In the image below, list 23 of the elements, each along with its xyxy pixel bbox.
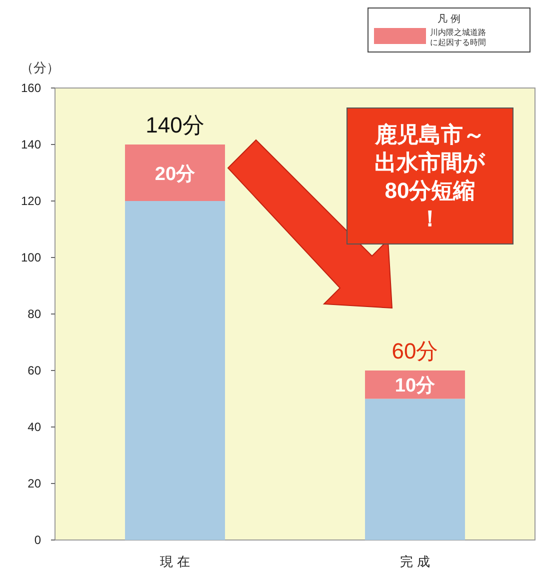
bar xyxy=(365,398,465,540)
y-tick-label: 120 xyxy=(20,194,42,208)
y-tick-label: 80 xyxy=(28,307,42,321)
y-tick-label: 0 xyxy=(34,533,42,547)
y-tick-label: 20 xyxy=(28,476,42,490)
y-tick-label: 140 xyxy=(20,138,42,152)
y-tick-label: 60 xyxy=(28,364,42,378)
y-axis-title: （分） xyxy=(20,60,60,75)
bar xyxy=(125,201,225,540)
x-tick-label: 完 成 xyxy=(400,554,430,569)
total-label: 140分 xyxy=(146,112,204,138)
total-label: 60分 xyxy=(392,338,438,364)
legend-title: 凡 例 xyxy=(438,14,460,25)
data-label: 10分 xyxy=(394,376,436,397)
data-label: 20分 xyxy=(154,164,196,185)
y-tick-label: 40 xyxy=(28,420,42,434)
y-tick-label: 100 xyxy=(20,250,42,264)
y-tick-label: 160 xyxy=(20,81,42,95)
x-tick-label: 現 在 xyxy=(160,554,190,569)
bar xyxy=(125,144,225,201)
annotation: 鹿児島市～出水市間が80分短縮！ xyxy=(374,122,486,231)
text: 川内隈之城道路に起因する時間 xyxy=(430,28,486,47)
bar xyxy=(365,370,465,399)
